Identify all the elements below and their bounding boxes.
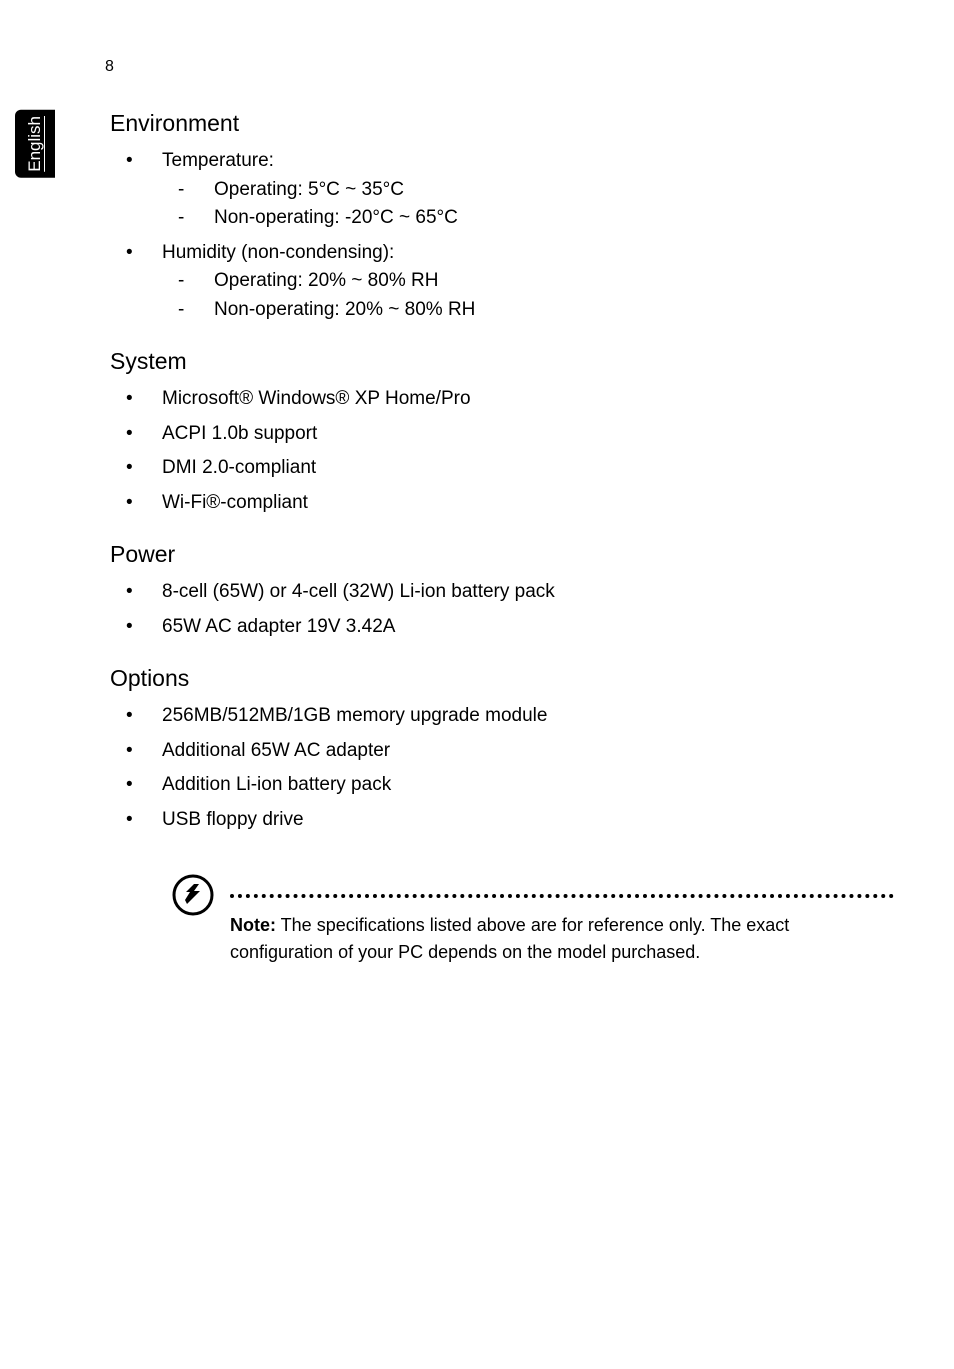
- note-label: Note:: [230, 915, 276, 935]
- sub-list-item: Non-operating: 20% ~ 80% RH: [162, 296, 894, 325]
- list-item: Humidity (non-condensing): Operating: 20…: [110, 239, 894, 325]
- list-item: ACPI 1.0b support: [110, 420, 894, 449]
- sub-list-item: Operating: 5°C ~ 35°C: [162, 176, 894, 205]
- list-item: 256MB/512MB/1GB memory upgrade module: [110, 702, 894, 731]
- environment-list: Temperature: Operating: 5°C ~ 35°C Non-o…: [110, 147, 894, 324]
- dotted-separator: [230, 894, 894, 898]
- note-icon: [172, 874, 214, 916]
- note-body: The specifications listed above are for …: [230, 915, 789, 962]
- section-heading-system: System: [110, 348, 894, 375]
- language-tab: English: [15, 110, 55, 178]
- options-list: 256MB/512MB/1GB memory upgrade module Ad…: [110, 702, 894, 834]
- note-block: Note: The specifications listed above ar…: [172, 874, 894, 966]
- list-item: Additional 65W AC adapter: [110, 737, 894, 766]
- list-item: 8-cell (65W) or 4-cell (32W) Li-ion batt…: [110, 578, 894, 607]
- list-item: 65W AC adapter 19V 3.42A: [110, 613, 894, 642]
- note-text: Note: The specifications listed above ar…: [230, 912, 894, 966]
- sub-list: Operating: 5°C ~ 35°C Non-operating: -20…: [162, 176, 894, 233]
- list-item-text: Humidity (non-condensing):: [162, 242, 394, 263]
- page-content: Environment Temperature: Operating: 5°C …: [110, 110, 894, 966]
- sub-list: Operating: 20% ~ 80% RH Non-operating: 2…: [162, 267, 894, 324]
- list-item: Addition Li-ion battery pack: [110, 771, 894, 800]
- list-item: Wi-Fi®-compliant: [110, 489, 894, 518]
- list-item: Microsoft® Windows® XP Home/Pro: [110, 385, 894, 414]
- list-item: USB floppy drive: [110, 806, 894, 835]
- power-list: 8-cell (65W) or 4-cell (32W) Li-ion batt…: [110, 578, 894, 641]
- section-heading-environment: Environment: [110, 110, 894, 137]
- sub-list-item: Non-operating: -20°C ~ 65°C: [162, 204, 894, 233]
- sub-list-item: Operating: 20% ~ 80% RH: [162, 267, 894, 296]
- page-number: 8: [105, 58, 114, 76]
- list-item: Temperature: Operating: 5°C ~ 35°C Non-o…: [110, 147, 894, 233]
- list-item: DMI 2.0-compliant: [110, 454, 894, 483]
- section-heading-power: Power: [110, 541, 894, 568]
- section-heading-options: Options: [110, 665, 894, 692]
- list-item-text: Temperature:: [162, 150, 274, 171]
- system-list: Microsoft® Windows® XP Home/Pro ACPI 1.0…: [110, 385, 894, 517]
